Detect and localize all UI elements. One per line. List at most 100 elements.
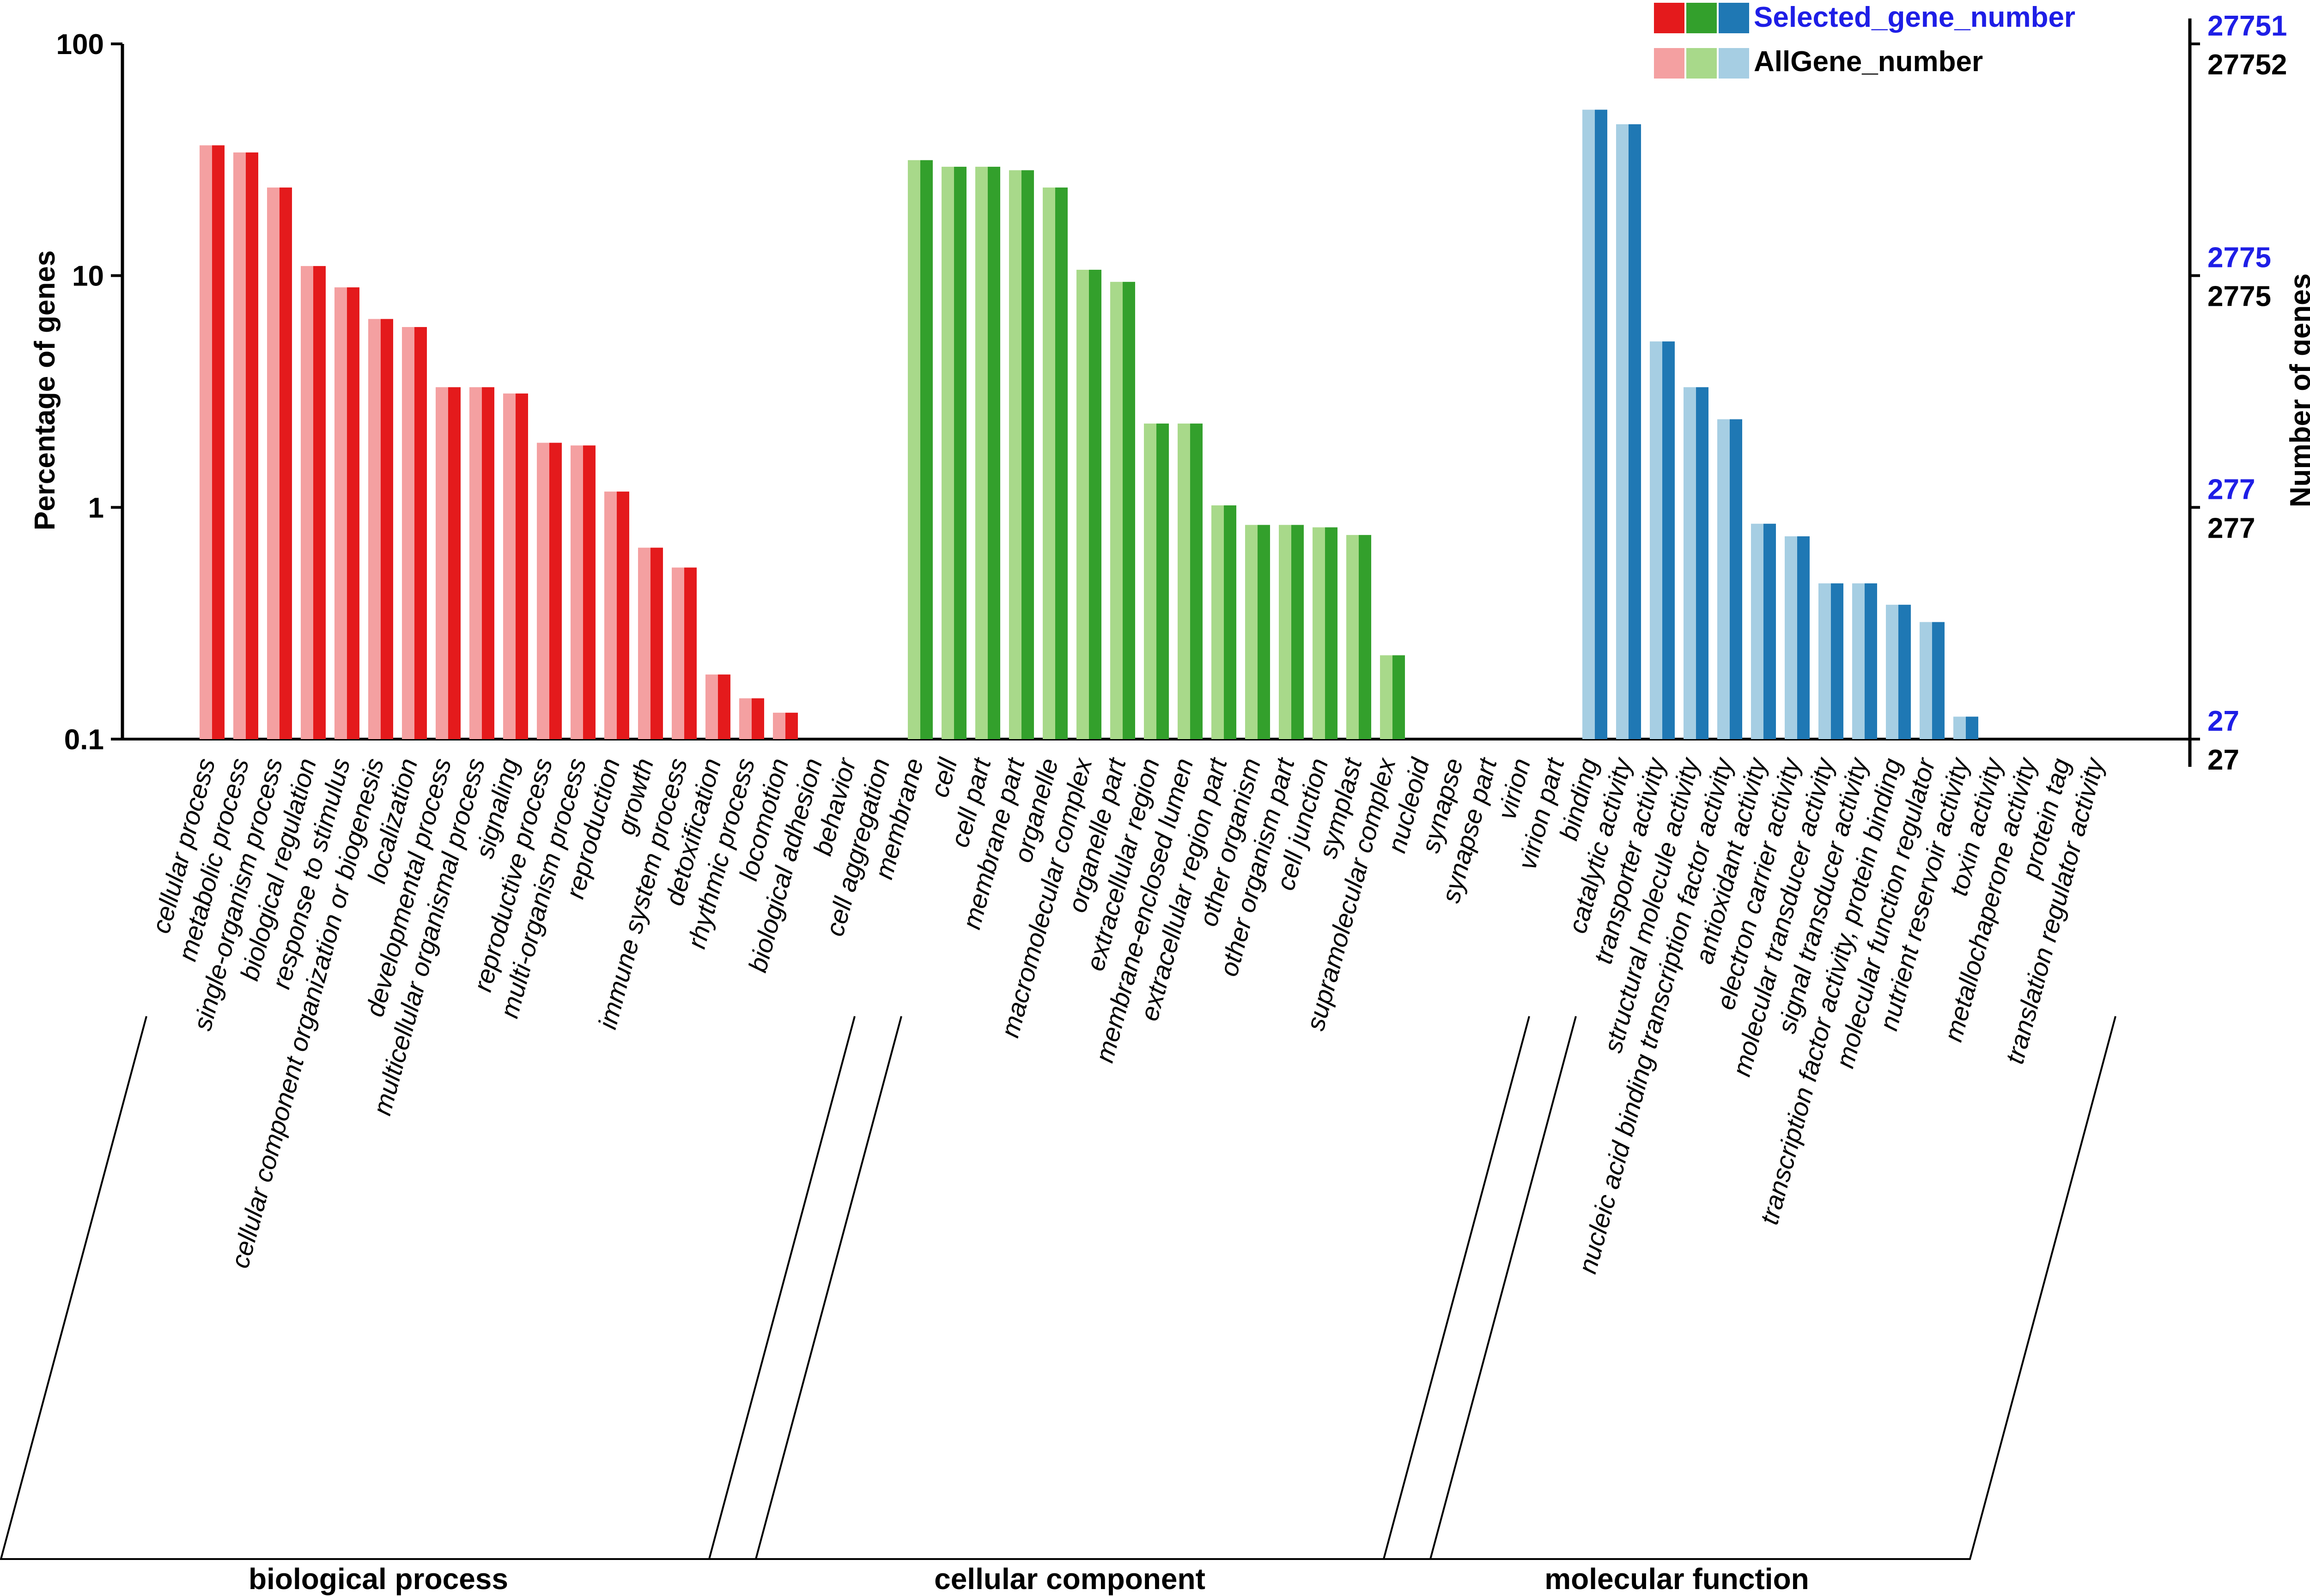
legend-selected-label: Selected_gene_number [1754, 1, 2075, 33]
bar-all-gene [1785, 536, 1797, 739]
right-tick-all: 277 [2207, 512, 2255, 544]
bar-selected-gene [1258, 525, 1270, 739]
legend-swatch-selected-red [1654, 3, 1684, 33]
right-tick-all: 27752 [2207, 49, 2287, 81]
bar-all-gene [1313, 527, 1325, 739]
bar-selected-gene [1325, 527, 1337, 739]
bar-selected-gene [1831, 583, 1843, 739]
bar-selected-gene [920, 160, 933, 739]
right-tick-selected: 27751 [2207, 10, 2287, 42]
bar-selected-gene [1696, 387, 1708, 739]
bar-selected-gene [1797, 536, 1810, 739]
bar-all-gene [1346, 535, 1359, 739]
bar-selected-gene [1662, 341, 1675, 739]
bar-selected-gene [583, 445, 596, 739]
bar-selected-gene [684, 567, 697, 739]
bar-all-gene [301, 266, 313, 739]
bar-selected-gene [752, 698, 764, 739]
bar-selected-gene [1629, 124, 1641, 740]
group-label: cellular component [934, 1562, 1205, 1596]
bar-all-gene [975, 166, 988, 739]
left-tick-label: 0.1 [64, 724, 104, 756]
right-tick-selected: 277 [2207, 473, 2255, 505]
legend-swatch-all-blue [1719, 48, 1749, 79]
bar-selected-gene [246, 152, 258, 740]
category-label: cell [924, 754, 963, 800]
left-tick-label: 100 [56, 29, 104, 61]
y-axis-title: Percentage of genes [29, 250, 61, 530]
bar-all-gene [1818, 583, 1831, 739]
bar-selected-gene [1595, 109, 1607, 739]
bar-all-gene [402, 327, 414, 739]
bar-selected-gene [1123, 282, 1135, 739]
bar-all-gene [638, 547, 650, 739]
bar-selected-gene [313, 266, 326, 739]
bar-selected-gene [381, 319, 393, 739]
bar-selected-gene [1291, 525, 1304, 739]
bar-selected-gene [347, 287, 359, 739]
left-tick-label: 1 [88, 492, 104, 524]
bar-selected-gene [1156, 423, 1169, 739]
bar-all-gene [1076, 269, 1089, 739]
bar-selected-gene [650, 547, 663, 739]
bar-selected-gene [1865, 583, 1877, 739]
bar-selected-gene [1190, 423, 1203, 739]
bar-all-gene [908, 160, 920, 739]
bar-all-gene [1616, 124, 1629, 740]
legend-all-label: AllGene_number [1754, 46, 1983, 78]
bar-selected-gene [1966, 716, 1978, 739]
bar-all-gene [773, 712, 785, 739]
bar-selected-gene [1932, 622, 1945, 739]
bar-selected-gene [718, 674, 730, 739]
bar-selected-gene [954, 166, 967, 739]
bar-all-gene [368, 319, 381, 739]
bar-all-gene [436, 387, 448, 739]
bar-all-gene [1110, 282, 1123, 739]
bar-all-gene [1684, 387, 1696, 739]
right-tick-selected: 27 [2207, 705, 2239, 737]
legend-swatch-all-red [1654, 48, 1684, 79]
bar-all-gene [200, 145, 212, 740]
bar-selected-gene [1392, 655, 1405, 739]
bar-all-gene [1717, 419, 1730, 739]
bar-selected-gene [1898, 605, 1911, 739]
bar-all-gene [571, 445, 583, 739]
bar-all-gene [267, 187, 280, 739]
left-tick-group: 100 10 1 0.1 [56, 29, 122, 756]
bar-all-gene [1178, 423, 1190, 739]
bar-all-gene [233, 152, 246, 740]
bar-all-gene [1279, 525, 1291, 739]
group-bracket [1382, 1016, 2116, 1560]
bar-selected-gene [516, 393, 528, 739]
bar-selected-gene [1224, 505, 1236, 739]
right-tick-all: 2775 [2207, 281, 2271, 313]
bar-all-gene [334, 287, 347, 739]
legend: Selected_gene_number AllGene_number [1654, 1, 2075, 79]
bar-all-gene [1852, 583, 1865, 739]
bar-all-gene [705, 674, 718, 739]
bar-all-gene [1650, 341, 1662, 739]
y2-axis-title: Number of genes [2285, 273, 2310, 507]
bar-all-gene [672, 567, 684, 739]
right-tick-all: 27 [2207, 744, 2239, 776]
bar-selected-gene [617, 492, 629, 739]
bar-all-gene [1380, 655, 1392, 739]
bar-selected-gene [448, 387, 461, 739]
bar-selected-gene [785, 712, 798, 739]
bar-selected-gene [212, 145, 225, 740]
bar-all-gene [537, 443, 549, 739]
left-tick-label: 10 [72, 261, 104, 292]
bar-all-gene [1953, 716, 1966, 739]
bar-selected-gene [549, 443, 562, 739]
bar-all-gene [503, 393, 516, 739]
bar-all-gene [1009, 170, 1021, 739]
bar-all-gene [739, 698, 752, 739]
legend-swatch-selected-green [1686, 3, 1717, 33]
group-bracket [708, 1016, 1577, 1560]
bar-selected-gene [1055, 187, 1068, 739]
bar-all-gene [942, 166, 954, 739]
right-tick-group: 27751 27752 2775 2775 277 277 27 27 [2190, 10, 2287, 776]
bar-selected-gene [280, 187, 292, 739]
